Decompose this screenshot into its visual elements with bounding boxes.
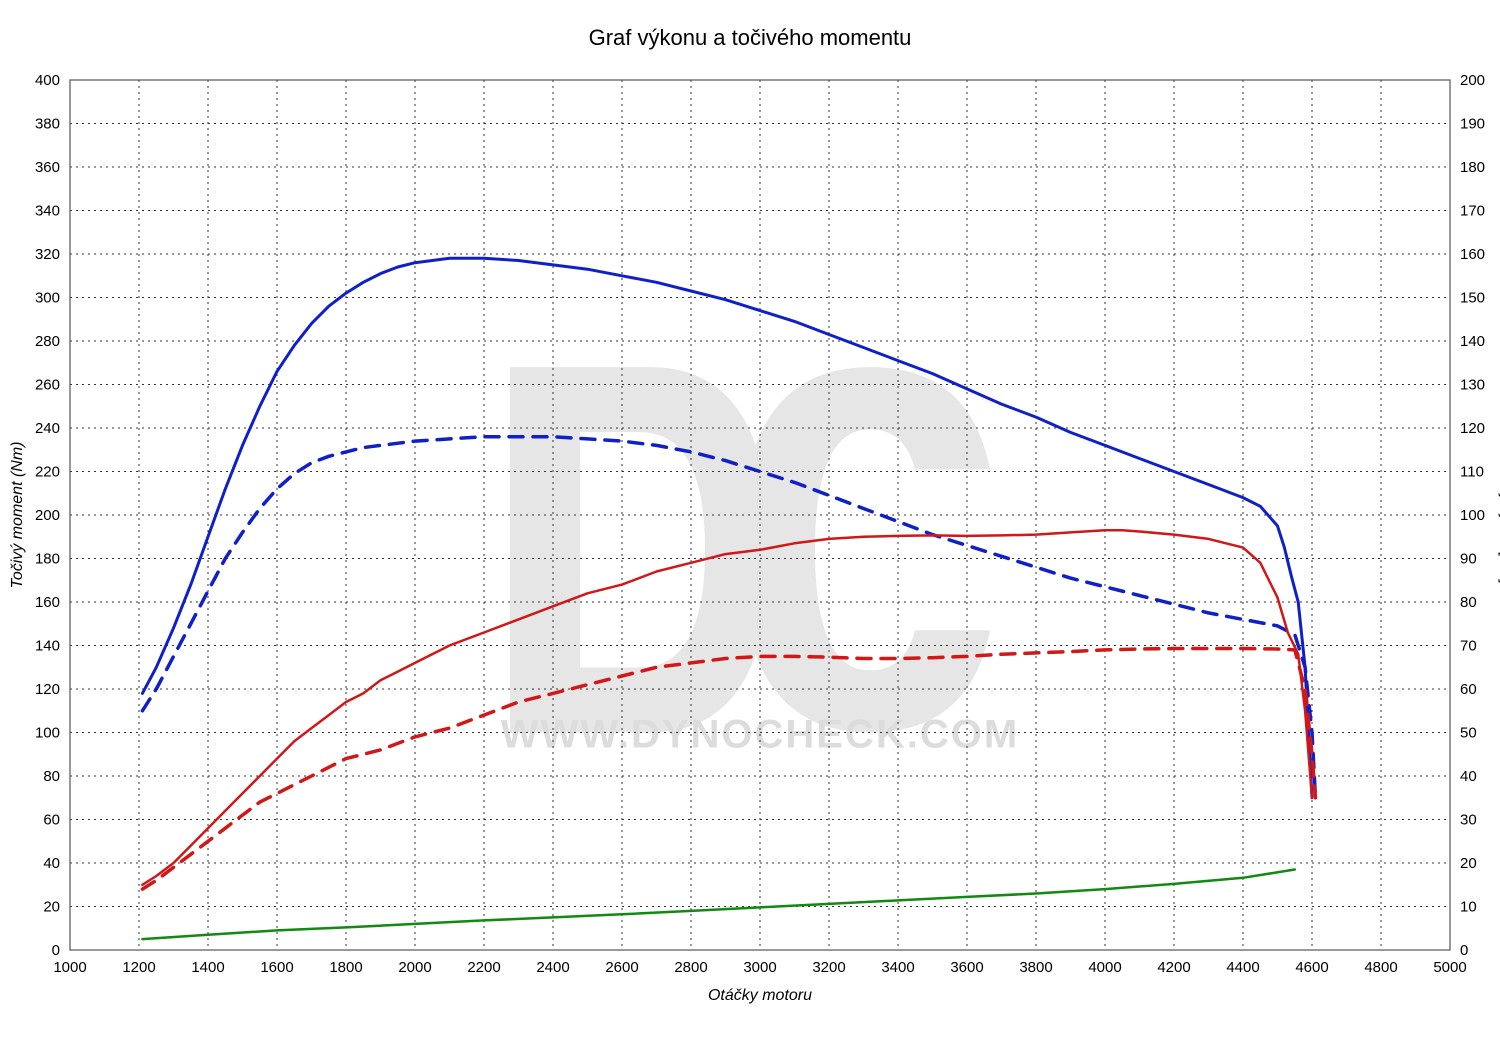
x-axis-label: Otáčky motoru: [708, 987, 812, 1004]
y-left-axis-label: Točivý moment (Nm): [9, 442, 26, 589]
svg-text:20: 20: [1460, 855, 1477, 872]
svg-text:280: 280: [35, 333, 60, 350]
y-left-tick-labels: 0 20 40 60 80 100 120 140 160 180 200 220 240 260 280 3…: [35, 72, 60, 959]
svg-text:240: 240: [35, 420, 60, 437]
svg-text:3600: 3600: [950, 959, 983, 976]
svg-text:200: 200: [1460, 72, 1485, 89]
svg-text:40: 40: [43, 855, 60, 872]
svg-text:180: 180: [35, 551, 60, 568]
svg-text:3000: 3000: [743, 959, 776, 976]
svg-text:4000: 4000: [1088, 959, 1121, 976]
svg-text:320: 320: [35, 246, 60, 263]
dyno-chart-svg: Graf výkonu a točivého momentuWWW.DYNOCH…: [0, 0, 1500, 1041]
svg-text:140: 140: [35, 638, 60, 655]
svg-text:180: 180: [1460, 159, 1485, 176]
svg-text:90: 90: [1460, 551, 1477, 568]
svg-text:60: 60: [43, 812, 60, 829]
svg-text:5000: 5000: [1433, 959, 1466, 976]
grid: [70, 80, 1450, 950]
svg-text:80: 80: [43, 768, 60, 785]
svg-text:3400: 3400: [881, 959, 914, 976]
svg-text:360: 360: [35, 159, 60, 176]
svg-text:2600: 2600: [605, 959, 638, 976]
svg-text:200: 200: [35, 507, 60, 524]
svg-text:1800: 1800: [329, 959, 362, 976]
svg-text:2400: 2400: [536, 959, 569, 976]
svg-text:1200: 1200: [122, 959, 155, 976]
svg-text:260: 260: [35, 377, 60, 394]
svg-text:160: 160: [1460, 246, 1485, 263]
x-tick-labels: 1000 1200 1400 1600 1800 2000 2200 2400 2600 2800…: [53, 959, 1466, 976]
svg-text:50: 50: [1460, 725, 1477, 742]
svg-text:2000: 2000: [398, 959, 431, 976]
svg-text:0: 0: [52, 942, 60, 959]
svg-text:130: 130: [1460, 377, 1485, 394]
svg-text:380: 380: [35, 116, 60, 133]
svg-text:80: 80: [1460, 594, 1477, 611]
svg-text:100: 100: [1460, 507, 1485, 524]
svg-text:2800: 2800: [674, 959, 707, 976]
svg-text:2200: 2200: [467, 959, 500, 976]
svg-text:190: 190: [1460, 116, 1485, 133]
svg-text:60: 60: [1460, 681, 1477, 698]
svg-text:3800: 3800: [1019, 959, 1052, 976]
svg-text:40: 40: [1460, 768, 1477, 785]
svg-text:300: 300: [35, 290, 60, 307]
svg-text:140: 140: [1460, 333, 1485, 350]
y-right-tick-labels: 0 10 20 30 40 50 60 70 80 90 100 110 120 130 140 150 160…: [1460, 72, 1485, 959]
svg-text:10: 10: [1460, 899, 1477, 916]
series-loss_power: [142, 870, 1294, 940]
svg-text:0: 0: [1460, 942, 1468, 959]
svg-text:150: 150: [1460, 290, 1485, 307]
svg-text:120: 120: [1460, 420, 1485, 437]
svg-text:4600: 4600: [1295, 959, 1328, 976]
svg-text:1600: 1600: [260, 959, 293, 976]
svg-text:1000: 1000: [53, 959, 86, 976]
svg-text:4200: 4200: [1157, 959, 1190, 976]
chart-container: Graf výkonu a točivého momentuWWW.DYNOCH…: [0, 0, 1500, 1041]
svg-text:340: 340: [35, 203, 60, 220]
svg-text:220: 220: [35, 464, 60, 481]
svg-text:160: 160: [35, 594, 60, 611]
svg-text:1400: 1400: [191, 959, 224, 976]
svg-text:4400: 4400: [1226, 959, 1259, 976]
svg-text:30: 30: [1460, 812, 1477, 829]
svg-text:3200: 3200: [812, 959, 845, 976]
svg-text:120: 120: [35, 681, 60, 698]
svg-text:70: 70: [1460, 638, 1477, 655]
svg-text:20: 20: [43, 899, 60, 916]
svg-text:400: 400: [35, 72, 60, 89]
chart-title: Graf výkonu a točivého momentu: [589, 25, 912, 50]
svg-text:170: 170: [1460, 203, 1485, 220]
svg-text:110: 110: [1460, 464, 1484, 481]
svg-text:100: 100: [35, 725, 60, 742]
svg-text:4800: 4800: [1364, 959, 1397, 976]
